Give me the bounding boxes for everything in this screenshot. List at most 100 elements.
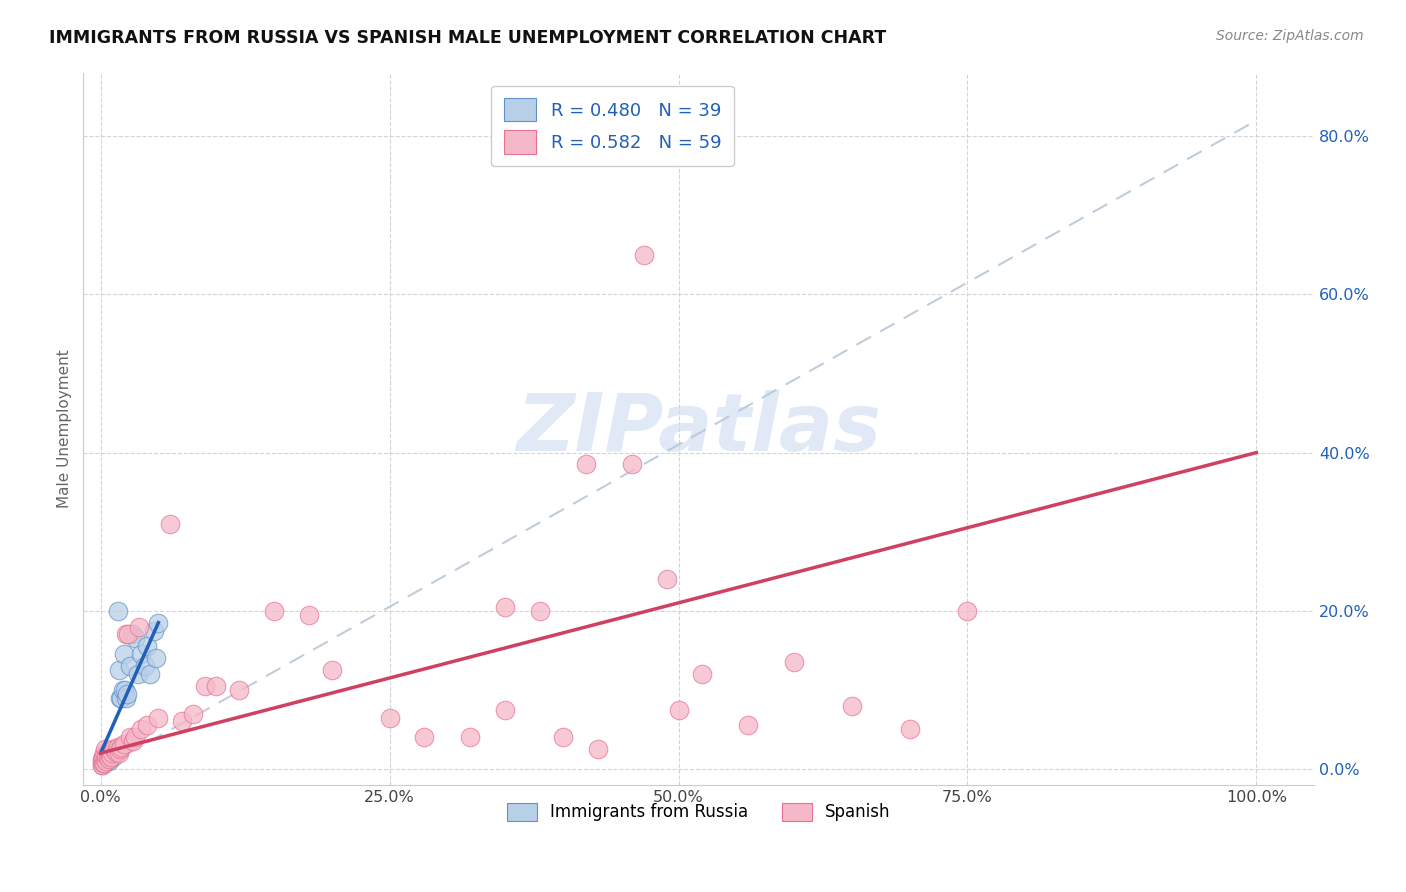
Point: [94, 742, 117, 756]
Point: [91, 756, 114, 770]
Point: [898, 723, 921, 737]
Point: [633, 248, 655, 262]
Point: [841, 698, 863, 713]
Text: Source: ZipAtlas.com: Source: ZipAtlas.com: [1216, 29, 1364, 44]
Point: [103, 750, 125, 764]
Point: [100, 746, 122, 760]
Point: [117, 627, 139, 641]
Point: [107, 604, 129, 618]
Point: [668, 703, 690, 717]
Point: [111, 682, 134, 697]
Point: [110, 690, 132, 705]
Text: ZIPatlas: ZIPatlas: [516, 390, 882, 468]
Point: [124, 731, 146, 745]
Point: [194, 679, 217, 693]
Point: [94, 747, 117, 762]
Point: [460, 731, 482, 745]
Point: [101, 747, 124, 762]
Point: [97, 752, 120, 766]
Point: [148, 710, 170, 724]
Point: [90, 758, 112, 772]
Point: [110, 690, 132, 705]
Point: [127, 667, 149, 681]
Point: [135, 640, 157, 654]
Point: [105, 745, 128, 759]
Point: [97, 754, 120, 768]
Point: [413, 731, 436, 745]
Point: [181, 706, 204, 721]
Point: [103, 742, 125, 756]
Point: [142, 624, 165, 638]
Point: [586, 742, 609, 756]
Point: [91, 756, 114, 770]
Point: [690, 667, 713, 681]
Point: [93, 750, 115, 764]
Point: [90, 754, 112, 768]
Point: [655, 572, 678, 586]
Point: [97, 750, 120, 764]
Point: [94, 754, 117, 768]
Point: [378, 710, 401, 724]
Point: [103, 742, 125, 756]
Point: [108, 663, 131, 677]
Point: [118, 659, 141, 673]
Point: [94, 752, 117, 766]
Point: [104, 745, 127, 759]
Point: [98, 747, 121, 762]
Point: [90, 752, 112, 766]
Point: [148, 615, 170, 630]
Point: [97, 752, 120, 766]
Point: [115, 687, 138, 701]
Point: [96, 754, 118, 768]
Point: [737, 718, 759, 732]
Point: [91, 752, 114, 766]
Point: [122, 734, 145, 748]
Point: [91, 750, 114, 764]
Point: [93, 756, 115, 770]
Point: [118, 731, 141, 745]
Point: [93, 746, 115, 760]
Y-axis label: Male Unemployment: Male Unemployment: [58, 350, 72, 508]
Point: [114, 682, 136, 697]
Point: [90, 758, 112, 772]
Point: [575, 458, 598, 472]
Point: [112, 737, 135, 751]
Point: [170, 714, 193, 729]
Point: [135, 718, 157, 732]
Point: [115, 690, 138, 705]
Point: [145, 651, 167, 665]
Text: IMMIGRANTS FROM RUSSIA VS SPANISH MALE UNEMPLOYMENT CORRELATION CHART: IMMIGRANTS FROM RUSSIA VS SPANISH MALE U…: [49, 29, 886, 47]
Point: [551, 731, 574, 745]
Point: [96, 750, 118, 764]
Point: [494, 703, 516, 717]
Point: [93, 756, 115, 770]
Point: [228, 682, 250, 697]
Point: [96, 754, 118, 768]
Point: [321, 663, 343, 677]
Point: [104, 746, 127, 760]
Point: [100, 750, 122, 764]
Point: [112, 647, 135, 661]
Point: [621, 458, 644, 472]
Point: [129, 647, 152, 661]
Point: [494, 599, 516, 614]
Point: [115, 627, 138, 641]
Point: [205, 679, 228, 693]
Point: [783, 655, 806, 669]
Point: [159, 516, 181, 531]
Point: [263, 604, 285, 618]
Point: [529, 604, 551, 618]
Point: [121, 627, 143, 641]
Point: [124, 632, 146, 646]
Point: [108, 746, 131, 760]
Point: [110, 742, 132, 756]
Point: [139, 667, 162, 681]
Point: [128, 619, 150, 633]
Legend: Immigrants from Russia, Spanish: Immigrants from Russia, Spanish: [499, 795, 898, 830]
Point: [134, 659, 156, 673]
Point: [298, 607, 321, 622]
Point: [110, 739, 132, 754]
Point: [956, 604, 979, 618]
Point: [101, 746, 124, 760]
Point: [129, 723, 152, 737]
